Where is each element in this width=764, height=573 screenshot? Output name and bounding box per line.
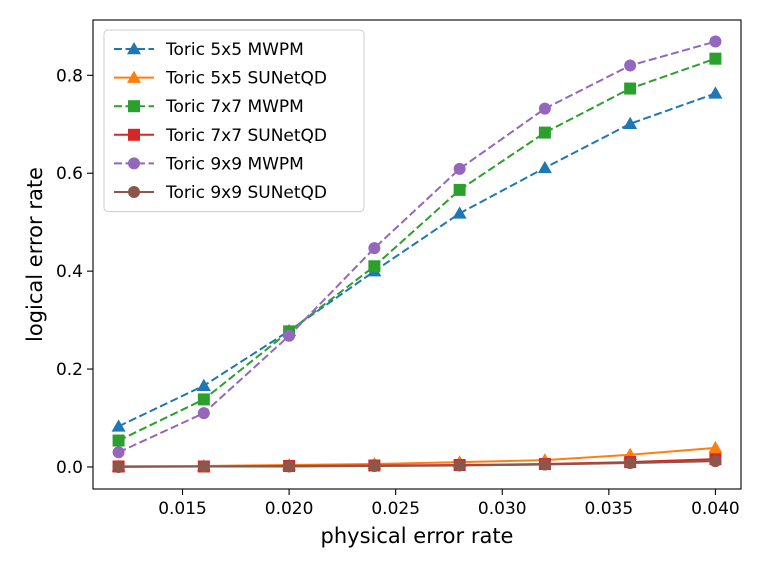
data-point — [537, 160, 552, 174]
legend-item: Toric 9x9 MWPM — [114, 154, 304, 174]
data-point — [708, 440, 723, 454]
x-tick-label: 0.015 — [158, 499, 207, 519]
legend-item: Toric 5x5 SUNetQD — [114, 69, 327, 89]
data-point — [197, 460, 210, 473]
y-tick-label: 0.2 — [56, 360, 83, 380]
data-point — [368, 260, 381, 273]
series-toric-9x9-mwpm — [112, 35, 722, 459]
data-point — [709, 52, 722, 65]
data-point — [453, 183, 466, 196]
data-point — [368, 459, 381, 472]
data-point — [624, 82, 637, 95]
x-tick-label: 0.035 — [585, 499, 634, 519]
data-point — [196, 378, 211, 391]
data-point — [708, 86, 723, 99]
data-point — [538, 458, 551, 471]
legend-marker — [128, 100, 140, 113]
legend-marker — [127, 70, 141, 83]
data-point — [112, 446, 125, 459]
legend-label: Toric 7x7 MWPM — [165, 97, 304, 117]
y-tick-label: 0.4 — [56, 262, 83, 282]
data-point — [709, 35, 722, 48]
data-point — [283, 460, 296, 473]
legend-item: Toric 9x9 SUNetQD — [114, 183, 327, 203]
data-point — [623, 116, 638, 130]
legend-marker — [128, 186, 140, 198]
series-line — [118, 460, 716, 468]
data-point — [197, 407, 210, 420]
data-point — [624, 457, 637, 470]
data-point — [112, 460, 125, 473]
legend: Toric 5x5 MWPM Toric 5x5 SUNetQD Toric 7x7… — [103, 29, 365, 213]
x-tick-label: 0.030 — [478, 499, 527, 519]
data-point — [283, 329, 296, 342]
series-toric-5x5-mwpm — [111, 86, 723, 432]
data-point — [538, 126, 551, 139]
data-point — [453, 162, 466, 175]
x-tick-label: 0.040 — [691, 499, 740, 519]
x-axis-label: physical error rate — [321, 524, 514, 548]
series-line — [118, 92, 716, 428]
data-point — [197, 393, 210, 406]
data-point — [452, 206, 467, 219]
y-tick-label: 0.0 — [56, 458, 83, 478]
x-axis-ticks: 0.015 0.020 0.025 0.030 0.035 0.040 — [158, 489, 740, 519]
data-point — [624, 59, 637, 72]
y-tick-label: 0.6 — [56, 164, 83, 184]
y-axis-label: logical error rate — [23, 167, 47, 342]
legend-label: Toric 9x9 SUNetQD — [165, 183, 327, 203]
legend-label: Toric 9x9 MWPM — [165, 154, 304, 174]
legend-box — [103, 29, 365, 213]
legend-label: Toric 5x5 MWPM — [165, 40, 304, 60]
series-layer — [111, 35, 723, 473]
data-point — [112, 434, 125, 447]
legend-marker — [127, 42, 141, 55]
data-point — [368, 242, 381, 255]
legend-marker — [128, 157, 140, 170]
legend-marker — [128, 128, 140, 141]
x-tick-label: 0.025 — [371, 499, 420, 519]
legend-item: Toric 7x7 SUNetQD — [114, 126, 327, 146]
legend-label: Toric 7x7 SUNetQD — [165, 126, 327, 146]
series-line — [118, 57, 716, 442]
data-point — [111, 419, 126, 432]
y-axis-ticks: 0.0 0.2 0.4 0.6 0.8 — [56, 66, 93, 478]
legend-item: Toric 7x7 MWPM — [114, 97, 304, 117]
x-tick-label: 0.020 — [265, 499, 314, 519]
legend-label: Toric 5x5 SUNetQD — [165, 69, 327, 89]
data-point — [709, 455, 722, 468]
series-toric-9x9-sunetqd — [112, 455, 722, 473]
plot-area-frame — [92, 19, 742, 490]
legend-item: Toric 5x5 MWPM — [114, 40, 304, 60]
data-point — [453, 459, 466, 472]
data-point — [538, 102, 551, 115]
y-tick-label: 0.8 — [56, 66, 83, 86]
